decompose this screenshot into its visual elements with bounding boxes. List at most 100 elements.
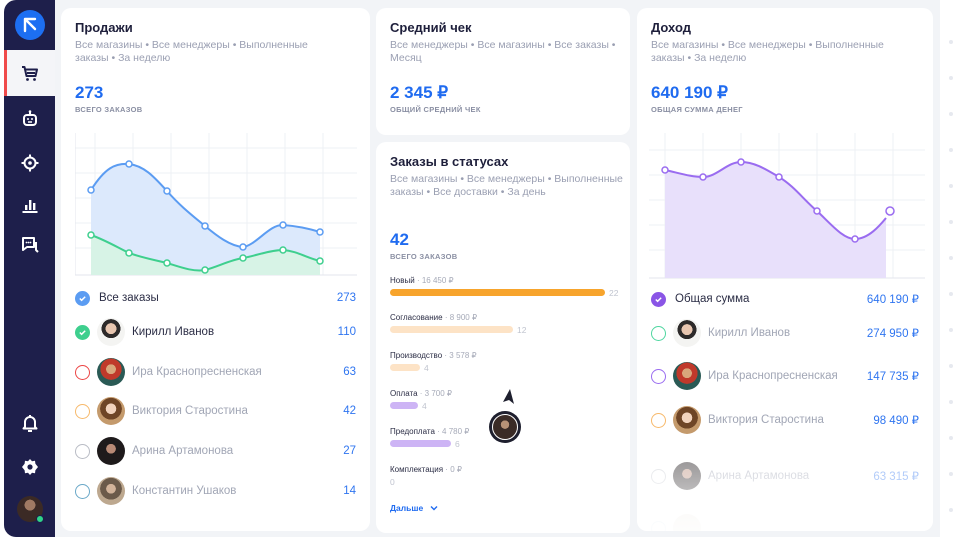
sidebar-item-chat[interactable] xyxy=(4,222,55,268)
legend-row-manager[interactable]: Арина Артамонова 27 xyxy=(75,437,356,465)
chevron-down-icon xyxy=(430,506,438,511)
status-row[interactable]: Новый · 16 450 ₽ 22 xyxy=(390,276,619,298)
status-total: 42 xyxy=(390,230,409,249)
sales-total-label: ВСЕГО ЗАКАЗОВ xyxy=(75,105,143,114)
status-bar xyxy=(390,326,513,333)
sidebar-item-cart[interactable] xyxy=(4,50,55,96)
more-label: Дальше xyxy=(390,503,424,513)
status-filters[interactable]: Все магазины • Все менеджеры • Выполненн… xyxy=(390,173,623,198)
avg-check-title: Средний чек xyxy=(390,20,472,35)
status-total-label: ВСЕГО ЗАКАЗОВ xyxy=(390,252,458,261)
target-icon xyxy=(21,154,38,172)
status-bar xyxy=(390,440,451,447)
avatar xyxy=(97,477,125,505)
avg-check-card: Средний чек Все менеджеры • Все магазины… xyxy=(376,8,630,135)
avg-check-value: 2 345 ₽ xyxy=(390,83,449,102)
income-total-label: ОБЩАЯ СУММА ДЕНЕГ xyxy=(651,105,743,114)
sidebar-item-analytics[interactable] xyxy=(4,182,55,228)
income-title: Доход xyxy=(651,20,691,35)
more-link[interactable]: Дальше xyxy=(390,503,438,513)
legend-row-manager[interactable]: Ира Краснопресненская 63 xyxy=(75,358,356,386)
status-count: 0 xyxy=(390,476,395,487)
status-count: 4 xyxy=(422,400,427,411)
legend-name: Кирилл Иванов xyxy=(708,327,791,339)
sales-filters[interactable]: Все магазины • Все менеджеры • Выполненн… xyxy=(75,39,308,64)
checkbox-unchecked-icon[interactable] xyxy=(651,468,666,484)
status-row[interactable]: Оплата · 3 700 ₽ 4 xyxy=(390,389,452,411)
avatar xyxy=(673,462,701,490)
status-title: Заказы в статусах xyxy=(390,154,509,169)
checkbox-unchecked-icon[interactable] xyxy=(651,412,666,428)
status-row[interactable]: Предоплата · 4 780 ₽ 6 xyxy=(390,427,470,449)
checkbox-unchecked-icon[interactable] xyxy=(75,403,90,419)
status-name: Оплата xyxy=(390,389,418,398)
sales-card: Продажи Все магазины • Все менеджеры • В… xyxy=(61,8,370,531)
cart-icon xyxy=(21,66,38,81)
status-row[interactable]: Производство · 3 578 ₽ 4 xyxy=(390,351,477,373)
checkbox-checked-icon[interactable] xyxy=(75,324,90,340)
status-count: 22 xyxy=(609,287,619,298)
legend-name: Константин Ушаков xyxy=(132,485,237,497)
income-filters[interactable]: Все магазины • Все менеджеры • Выполненн… xyxy=(651,39,884,64)
checkbox-unchecked-icon[interactable] xyxy=(75,443,90,459)
legend-value: 42 xyxy=(343,405,356,417)
sales-title: Продажи xyxy=(75,20,133,35)
status-name: Новый xyxy=(390,276,415,285)
status-row[interactable]: Комплектация · 0 ₽ 0 xyxy=(390,465,462,487)
legend-row-manager[interactable]: Кирилл Иванов 274 950 ₽ xyxy=(651,319,919,347)
legend-row-manager[interactable]: Ира Краснопресненская 147 735 ₽ xyxy=(651,362,919,390)
sidebar-item-settings[interactable] xyxy=(4,444,55,490)
dashboard-area: Продажи Все магазины • Все менеджеры • В… xyxy=(55,0,940,537)
legend-name: Все заказы xyxy=(99,292,159,304)
legend-name: Общая сумма xyxy=(675,293,750,305)
checkbox-unchecked-icon xyxy=(651,520,666,531)
legend-row-all-orders[interactable]: Все заказы 273 xyxy=(75,284,356,312)
user-avatar[interactable] xyxy=(17,496,44,523)
sidebar-item-notifications[interactable] xyxy=(4,400,55,446)
legend-row-manager[interactable]: Кирилл Иванов 110 xyxy=(75,318,356,346)
legend-row-manager[interactable]: Константин Ушаков 14 xyxy=(75,477,356,505)
checkbox-unchecked-icon[interactable] xyxy=(75,483,90,499)
legend-value: 110 xyxy=(337,326,356,338)
legend-name: Кирилл Иванов xyxy=(132,326,215,338)
legend-row-manager[interactable]: Виктория Старостина 98 490 ₽ xyxy=(651,406,919,434)
avatar xyxy=(673,406,701,434)
robot-icon xyxy=(22,110,37,126)
legend-value: 14 xyxy=(343,485,356,497)
status-name: Согласование xyxy=(390,313,443,322)
checkbox-unchecked-icon[interactable] xyxy=(75,364,90,380)
avatar xyxy=(97,318,125,346)
avg-check-filters[interactable]: Все менеджеры • Все магазины • Все заказ… xyxy=(390,39,616,64)
status-name: Производство xyxy=(390,351,443,360)
status-name: Предоплата xyxy=(390,427,435,436)
checkbox-unchecked-icon[interactable] xyxy=(651,368,666,384)
bar-chart-icon xyxy=(22,200,37,213)
legend-value: 63 315 ₽ xyxy=(873,471,919,483)
income-chart xyxy=(649,133,925,279)
brand-logo-icon[interactable] xyxy=(15,10,45,40)
legend-value: 63 xyxy=(343,366,356,378)
gear-icon xyxy=(21,459,38,475)
status-bar xyxy=(390,289,605,296)
legend-value: 273 xyxy=(336,292,356,304)
status-count: 4 xyxy=(424,362,429,373)
sidebar-item-bot[interactable] xyxy=(4,96,55,142)
checkbox-checked-icon[interactable] xyxy=(651,291,666,307)
status-amount: 0 ₽ xyxy=(450,465,462,474)
orders-status-card: Заказы в статусах Все магазины • Все мен… xyxy=(376,142,630,533)
legend-row-manager-partial xyxy=(651,514,919,531)
sidebar-item-target[interactable] xyxy=(4,140,55,186)
status-row[interactable]: Согласование · 8 900 ₽ 12 xyxy=(390,313,527,335)
avatar xyxy=(673,362,701,390)
checkbox-unchecked-icon[interactable] xyxy=(651,325,666,341)
legend-row-manager[interactable]: Виктория Старостина 42 xyxy=(75,397,356,425)
legend-row-manager[interactable]: Арина Артамонова 63 315 ₽ xyxy=(651,462,919,490)
avatar xyxy=(97,358,125,386)
avg-check-label: ОБЩИЙ СРЕДНИЙ ЧЕК xyxy=(390,105,481,114)
cursor-arrow-icon xyxy=(503,389,514,404)
legend-value: 98 490 ₽ xyxy=(873,415,919,427)
checkbox-checked-icon[interactable] xyxy=(75,290,90,306)
legend-name: Виктория Старостина xyxy=(132,405,248,417)
legend-row-total[interactable]: Общая сумма 640 190 ₽ xyxy=(651,285,919,313)
avatar xyxy=(673,514,701,531)
